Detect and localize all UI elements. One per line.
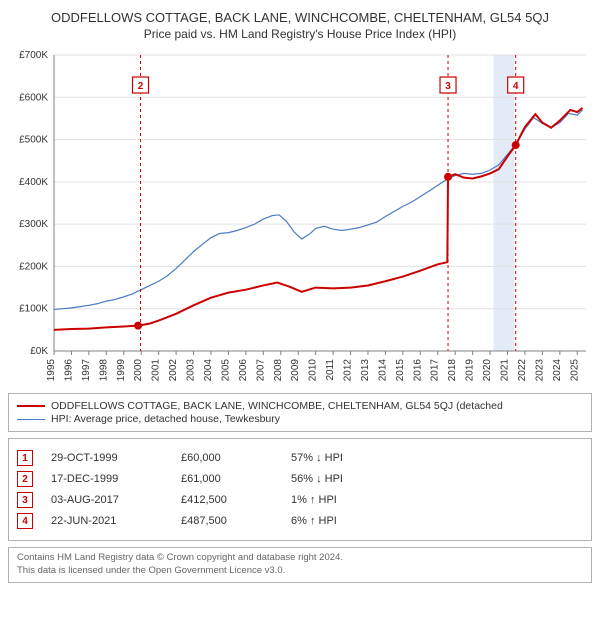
event-row: 4 22-JUN-2021£487,5006% ↑ HPI	[17, 513, 583, 529]
svg-text:2017: 2017	[430, 359, 441, 382]
svg-text:2018: 2018	[447, 359, 458, 382]
legend: ODDFELLOWS COTTAGE, BACK LANE, WINCHCOMB…	[8, 393, 592, 432]
svg-text:2019: 2019	[465, 359, 476, 382]
svg-text:£500K: £500K	[19, 135, 48, 146]
price-chart: £0K £100K £200K £300K £400K £500K £600K £700K 19…	[8, 47, 592, 387]
event-marker: 4	[17, 513, 33, 529]
event-diff: 1% ↑ HPI	[291, 494, 391, 506]
event-date: 17-DEC-1999	[51, 473, 181, 485]
svg-text:2: 2	[138, 81, 144, 92]
event-marker: 1	[17, 450, 33, 466]
svg-text:£400K: £400K	[19, 177, 48, 188]
footer-line2: This data is licensed under the Open Gov…	[17, 565, 583, 578]
chart-title: ODDFELLOWS COTTAGE, BACK LANE, WINCHCOMB…	[8, 10, 592, 25]
event-row: 1 29-OCT-1999£60,00057% ↓ HPI	[17, 450, 583, 466]
svg-text:2023: 2023	[534, 359, 545, 382]
svg-text:2025: 2025	[569, 359, 580, 382]
svg-text:2002: 2002	[168, 359, 179, 382]
legend-swatch	[17, 419, 45, 420]
svg-text:1996: 1996	[63, 359, 74, 382]
event-marker: 3	[17, 492, 33, 508]
svg-text:£200K: £200K	[19, 261, 48, 272]
svg-text:2016: 2016	[412, 359, 423, 382]
svg-text:2021: 2021	[500, 359, 511, 382]
svg-text:2006: 2006	[238, 359, 249, 382]
svg-text:2011: 2011	[325, 359, 336, 381]
svg-text:2009: 2009	[290, 359, 301, 382]
event-row: 3 03-AUG-2017£412,5001% ↑ HPI	[17, 492, 583, 508]
svg-text:2012: 2012	[343, 359, 354, 382]
legend-swatch	[17, 405, 45, 407]
chart-container: ODDFELLOWS COTTAGE, BACK LANE, WINCHCOMB…	[8, 10, 592, 583]
svg-text:2000: 2000	[133, 359, 144, 382]
svg-text:1998: 1998	[98, 359, 109, 382]
event-diff: 6% ↑ HPI	[291, 515, 391, 527]
svg-text:1997: 1997	[81, 359, 92, 382]
event-marker: 2	[17, 471, 33, 487]
svg-text:2013: 2013	[360, 359, 371, 382]
svg-text:2020: 2020	[482, 359, 493, 382]
svg-text:1999: 1999	[116, 359, 127, 382]
event-date: 29-OCT-1999	[51, 452, 181, 464]
footer-attribution: Contains HM Land Registry data © Crown c…	[8, 547, 592, 583]
svg-text:2022: 2022	[517, 359, 528, 382]
svg-text:2004: 2004	[203, 359, 214, 382]
event-price: £60,000	[181, 452, 291, 464]
event-diff: 56% ↓ HPI	[291, 473, 391, 485]
svg-text:2007: 2007	[255, 359, 266, 382]
svg-text:£600K: £600K	[19, 92, 48, 103]
events-table: 1 29-OCT-1999£60,00057% ↓ HPI 2 17-DEC-1999…	[8, 438, 592, 541]
footer-line1: Contains HM Land Registry data © Crown c…	[17, 552, 583, 565]
svg-text:4: 4	[513, 81, 519, 92]
event-date: 22-JUN-2021	[51, 515, 181, 527]
chart-subtitle: Price paid vs. HM Land Registry's House …	[8, 27, 592, 41]
svg-text:2003: 2003	[186, 359, 197, 382]
event-date: 03-AUG-2017	[51, 494, 181, 506]
legend-item: ODDFELLOWS COTTAGE, BACK LANE, WINCHCOMB…	[17, 400, 583, 412]
svg-text:£300K: £300K	[19, 219, 48, 230]
event-row: 2 17-DEC-1999£61,00056% ↓ HPI	[17, 471, 583, 487]
svg-text:£100K: £100K	[19, 304, 48, 315]
svg-text:2005: 2005	[220, 359, 231, 382]
event-price: £412,500	[181, 494, 291, 506]
svg-text:3: 3	[445, 81, 451, 92]
svg-text:2010: 2010	[308, 359, 319, 382]
svg-text:2014: 2014	[377, 359, 388, 382]
event-price: £487,500	[181, 515, 291, 527]
legend-label: HPI: Average price, detached house, Tewk…	[51, 413, 280, 425]
event-price: £61,000	[181, 473, 291, 485]
legend-label: ODDFELLOWS COTTAGE, BACK LANE, WINCHCOMB…	[51, 400, 503, 412]
svg-text:2008: 2008	[273, 359, 284, 382]
svg-text:2001: 2001	[151, 359, 162, 382]
legend-item: HPI: Average price, detached house, Tewk…	[17, 413, 583, 425]
svg-text:£0K: £0K	[30, 346, 48, 357]
svg-text:£700K: £700K	[19, 50, 48, 61]
svg-text:2024: 2024	[552, 359, 563, 382]
event-diff: 57% ↓ HPI	[291, 452, 391, 464]
svg-text:1995: 1995	[46, 359, 57, 382]
svg-text:2015: 2015	[395, 359, 406, 382]
